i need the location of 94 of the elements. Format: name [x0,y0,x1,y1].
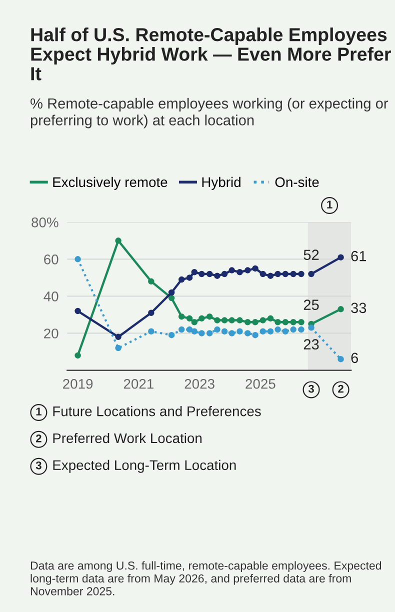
point [274,270,281,278]
point [282,270,289,278]
data-label: 33 [351,302,366,314]
data-label: 6 [351,352,358,364]
x-tick-label: 2019 [63,378,93,389]
point [115,344,122,352]
point [290,270,296,278]
point [228,330,235,336]
data-label: 23 [304,339,319,350]
point [206,270,213,278]
data-label: 61 [351,250,366,262]
point [274,326,281,333]
y-tick-label: 40 [44,292,58,302]
point [228,267,235,274]
point [198,330,205,336]
point [338,356,344,362]
chart-subtitle: % Remote-capable employees working (or expecting or preferring to work) at each location [30,98,388,128]
legend-label: Hybrid [202,176,240,190]
point [290,319,296,326]
x-tick-label: 2021 [124,378,154,389]
point [115,238,122,244]
point [338,306,344,312]
point [186,274,193,281]
point [228,317,235,324]
point [168,289,175,296]
point [236,317,243,324]
annotation: 3 [308,384,314,393]
point [74,308,81,314]
point [186,315,193,322]
point [298,319,304,326]
point [274,319,281,326]
point [206,313,213,320]
point [252,332,258,338]
point [298,270,304,278]
point [282,319,289,326]
annotation: 2 [338,384,344,393]
point [244,267,251,274]
text: 2 Preferred Work Location [36,432,202,444]
point [214,317,220,324]
point [267,328,274,335]
y-tick-label: 20 [44,328,58,338]
text: 1 Future Locations and Preferences [36,406,261,416]
point [178,276,185,283]
legend-label: Exclusively remote [53,176,168,190]
point [221,328,228,335]
point [308,324,314,331]
point [206,330,213,336]
point [198,315,205,322]
point [168,332,175,338]
point [148,278,154,285]
text: 3 Expected Long-Term Location [36,460,236,473]
point [290,326,296,333]
point [267,315,274,322]
point [214,326,220,333]
point [260,317,266,324]
point [115,334,122,340]
point [168,294,175,302]
point [282,328,289,335]
point [252,265,258,272]
point [260,270,266,278]
data-label: 52 [304,250,319,260]
data-label: 25 [304,300,319,310]
y-tick-label: 60 [44,254,58,264]
point [191,328,198,335]
point [338,254,344,260]
point [214,272,220,279]
legend-label: On-site [275,176,319,188]
point [244,319,251,326]
point [236,269,243,276]
point [244,330,251,336]
point [221,317,228,324]
point [191,319,198,326]
point [178,326,185,333]
point [191,269,198,276]
annotation: 1 [327,200,332,208]
point [74,256,81,262]
point [308,270,314,278]
chart-title: Half of U.S. Remote-Capable Employees Expect Hybrid Work — Even More Prefer It [31,28,391,80]
x-tick-label: 2023 [184,378,214,389]
y-tick-label: 80% [32,217,58,228]
point [252,319,258,326]
point [236,328,243,335]
text: Data are among U.S. full-time, remote-capable employees. Expected long-term data are from May 2026, and preferred data are from November 2025. [30,561,382,596]
point [198,270,205,278]
x-tick-label: 2025 [246,378,276,389]
point [298,326,304,333]
point [267,272,274,279]
point [148,310,154,316]
point [74,352,81,359]
point [178,313,185,320]
point [186,326,193,333]
point [148,328,154,335]
point [221,270,228,278]
point [260,328,266,335]
